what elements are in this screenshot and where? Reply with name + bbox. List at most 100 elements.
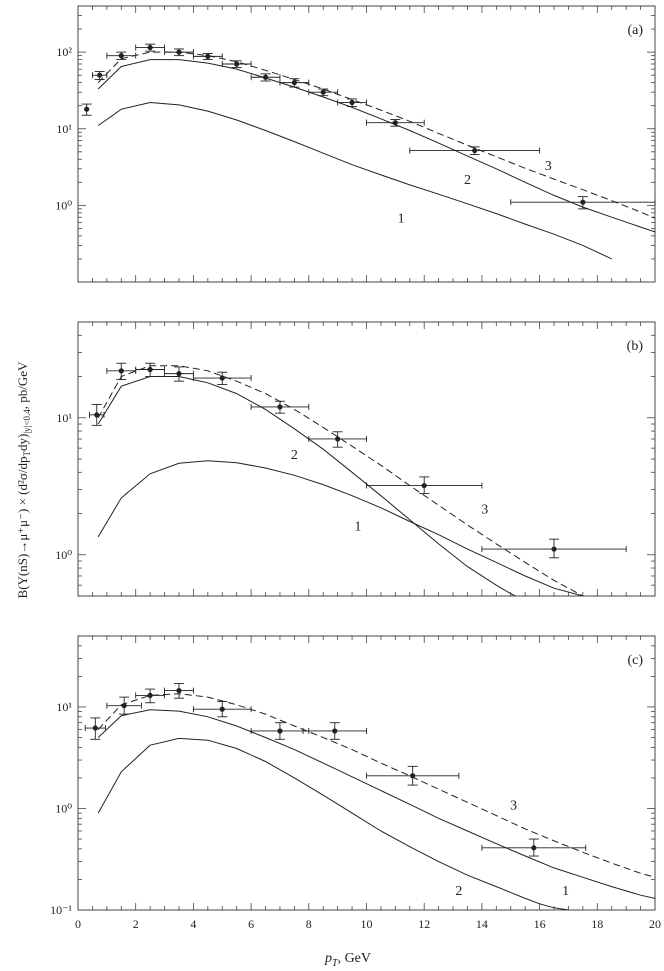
x-tick-label: 0 bbox=[75, 917, 81, 931]
x-axis-label: pT, GeV bbox=[324, 951, 371, 969]
data-marker bbox=[531, 845, 537, 851]
data-marker bbox=[121, 703, 127, 709]
data-marker bbox=[147, 44, 153, 51]
data-marker bbox=[205, 53, 211, 59]
x-tick-label: 4 bbox=[190, 917, 196, 931]
data-marker bbox=[97, 72, 103, 78]
x-tick-label: 16 bbox=[534, 917, 546, 931]
data-point bbox=[89, 404, 105, 426]
data-point bbox=[250, 722, 310, 740]
x-tick-label: 14 bbox=[476, 917, 488, 931]
data-marker bbox=[392, 120, 398, 126]
data-point bbox=[279, 78, 310, 88]
data-point bbox=[481, 538, 627, 559]
series-line-1 bbox=[97, 460, 585, 596]
curve-label-3: 3 bbox=[545, 159, 552, 174]
data-marker bbox=[349, 99, 355, 106]
data-marker bbox=[277, 404, 283, 410]
data-point bbox=[221, 60, 252, 68]
data-point bbox=[250, 73, 281, 82]
data-marker bbox=[147, 366, 153, 373]
data-point bbox=[510, 196, 656, 210]
data-point bbox=[308, 431, 367, 448]
data-marker bbox=[410, 773, 416, 779]
x-tick-label: 6 bbox=[248, 917, 254, 931]
series-line-1 bbox=[97, 737, 569, 910]
panel-label: (c) bbox=[627, 653, 643, 668]
data-point bbox=[366, 119, 425, 127]
y-axis-label-mid: dy) bbox=[15, 434, 30, 451]
data-marker bbox=[219, 706, 225, 712]
series-line-3 bbox=[97, 51, 655, 219]
x-axis-label-main: p bbox=[324, 951, 332, 966]
data-marker bbox=[147, 692, 153, 698]
series-line-2 bbox=[97, 376, 517, 596]
curve-label-2: 2 bbox=[455, 884, 462, 899]
data-point bbox=[308, 88, 339, 97]
data-marker bbox=[580, 199, 586, 205]
series-line-1 bbox=[97, 101, 612, 260]
curve-label-2: 2 bbox=[464, 173, 471, 188]
series-line-2 bbox=[97, 709, 655, 899]
x-tick-label: 8 bbox=[306, 917, 312, 931]
y-tick-label: 10¹ bbox=[56, 122, 72, 136]
data-marker bbox=[234, 61, 240, 67]
data-point bbox=[250, 400, 310, 414]
data-point bbox=[164, 683, 194, 699]
data-marker bbox=[118, 53, 124, 59]
y-tick-label: 10² bbox=[56, 45, 72, 59]
data-point bbox=[192, 53, 223, 61]
data-marker bbox=[291, 80, 297, 86]
data-point bbox=[91, 70, 108, 80]
data-point bbox=[409, 146, 541, 156]
data-point bbox=[192, 701, 252, 718]
series-line-2 bbox=[97, 59, 655, 233]
x-tick-label: 20 bbox=[649, 917, 661, 931]
x-tick-label: 18 bbox=[591, 917, 603, 931]
data-point bbox=[337, 98, 367, 107]
data-marker bbox=[421, 482, 427, 489]
y-tick-label: 10¹ bbox=[56, 411, 72, 425]
x-tick-label: 12 bbox=[418, 917, 430, 931]
data-point bbox=[192, 371, 252, 385]
x-axis-label-sub: T bbox=[332, 958, 339, 969]
y-axis-label-main: B(Υ(nS)→μ⁺μ⁻) × (d²σ/dp bbox=[15, 457, 30, 599]
panel-b: 10⁰ 10¹ 2 1 3 (b) bbox=[55, 321, 656, 597]
data-point bbox=[164, 366, 194, 382]
curve-label-2: 2 bbox=[291, 448, 298, 463]
curve-label-1: 1 bbox=[398, 211, 405, 226]
data-marker bbox=[262, 74, 269, 80]
series-line-3 bbox=[97, 365, 584, 596]
data-marker bbox=[92, 725, 98, 731]
series-line-3 bbox=[97, 693, 655, 878]
y-axis-label-tail: , pb/GeV bbox=[15, 361, 30, 409]
data-point bbox=[84, 717, 106, 740]
x-tick-label: 10 bbox=[361, 917, 373, 931]
x-tick-label: 2 bbox=[133, 917, 139, 931]
data-point bbox=[366, 765, 460, 786]
data-point bbox=[106, 696, 142, 715]
data-marker bbox=[219, 375, 225, 381]
data-point bbox=[106, 51, 137, 61]
data-marker bbox=[84, 106, 90, 112]
data-point bbox=[366, 476, 483, 494]
panel-a: 10⁰ 10¹ 10² 1 2 3 (a) bbox=[55, 5, 656, 283]
data-point bbox=[164, 48, 194, 57]
y-tick-label: 10⁻¹ bbox=[50, 903, 72, 917]
curve-label-3: 3 bbox=[510, 798, 517, 813]
data-marker bbox=[332, 728, 338, 734]
data-point bbox=[302, 722, 367, 740]
y-tick-label: 10¹ bbox=[56, 700, 72, 714]
y-tick-label: 10⁰ bbox=[55, 801, 72, 815]
data-marker bbox=[94, 412, 100, 418]
data-marker bbox=[472, 147, 478, 154]
curve-label-1: 1 bbox=[562, 884, 569, 899]
x-axis-label-tail: , GeV bbox=[338, 951, 371, 966]
data-marker bbox=[320, 89, 326, 95]
data-marker bbox=[335, 436, 341, 442]
data-point bbox=[135, 43, 166, 52]
data-marker bbox=[176, 371, 182, 377]
curve-label-3: 3 bbox=[481, 503, 488, 518]
data-point bbox=[81, 103, 92, 116]
